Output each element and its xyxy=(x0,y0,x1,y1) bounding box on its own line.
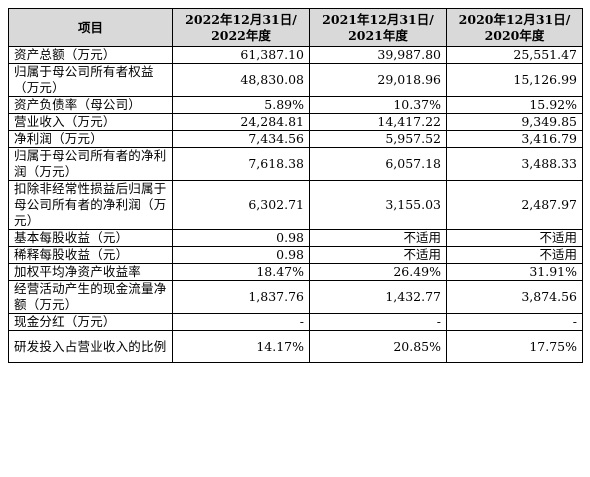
value-2020: 15.92% xyxy=(446,96,583,114)
value-2020: 2,487.97 xyxy=(446,180,583,230)
value-2021: 1,432.77 xyxy=(309,280,447,314)
value-2020: 31.91% xyxy=(446,263,583,281)
table-row: 经营活动产生的现金流量净额（万元） 1,837.76 1,432.77 3,87… xyxy=(8,280,583,314)
row-label: 资产负债率（母公司） xyxy=(8,96,173,114)
header-2022: 2022年12月31日/2022年度 xyxy=(172,8,310,47)
header-item: 项目 xyxy=(8,8,173,47)
value-2022: 18.47% xyxy=(172,263,310,281)
value-2022: 5.89% xyxy=(172,96,310,114)
value-2021: 39,987.80 xyxy=(309,46,447,64)
value-2022: 7,434.56 xyxy=(172,130,310,148)
row-label: 经营活动产生的现金流量净额（万元） xyxy=(8,280,173,314)
table-row: 营业收入（万元） 24,284.81 14,417.22 9,349.85 xyxy=(8,113,583,131)
row-label: 加权平均净资产收益率 xyxy=(8,263,173,281)
value-2020: 17.75% xyxy=(446,330,583,363)
value-2022: 24,284.81 xyxy=(172,113,310,131)
row-label: 营业收入（万元） xyxy=(8,113,173,131)
value-2021: 3,155.03 xyxy=(309,180,447,230)
table-row: 研发投入占营业收入的比例 14.17% 20.85% 17.75% xyxy=(8,330,583,363)
value-2020: 9,349.85 xyxy=(446,113,583,131)
value-2021: 14,417.22 xyxy=(309,113,447,131)
value-2022: 6,302.71 xyxy=(172,180,310,230)
value-2021: 不适用 xyxy=(309,246,447,264)
value-2022: - xyxy=(172,313,310,331)
row-label: 现金分红（万元） xyxy=(8,313,173,331)
row-label: 稀释每股收益（元） xyxy=(8,246,173,264)
row-label: 基本每股收益（元） xyxy=(8,229,173,247)
table-row: 归属于母公司所有者权益（万元） 48,830.08 29,018.96 15,1… xyxy=(8,63,583,97)
value-2020: 15,126.99 xyxy=(446,63,583,97)
value-2021: 10.37% xyxy=(309,96,447,114)
value-2020: 3,488.33 xyxy=(446,147,583,181)
table-row: 加权平均净资产收益率 18.47% 26.49% 31.91% xyxy=(8,263,583,281)
value-2021: 不适用 xyxy=(309,229,447,247)
header-2021: 2021年12月31日/2021年度 xyxy=(309,8,447,47)
financial-summary-table: 项目 2022年12月31日/2022年度 2021年12月31日/2021年度… xyxy=(8,8,583,363)
value-2021: 6,057.18 xyxy=(309,147,447,181)
table-row: 扣除非经常性损益后归属于母公司所有者的净利润（万元） 6,302.71 3,15… xyxy=(8,180,583,230)
table-row: 资产总额（万元） 61,387.10 39,987.80 25,551.47 xyxy=(8,46,583,64)
value-2022: 14.17% xyxy=(172,330,310,363)
table-row: 稀释每股收益（元） 0.98 不适用 不适用 xyxy=(8,246,583,264)
header-2020: 2020年12月31日/2020年度 xyxy=(446,8,583,47)
row-label: 扣除非经常性损益后归属于母公司所有者的净利润（万元） xyxy=(8,180,173,230)
value-2020: 不适用 xyxy=(446,229,583,247)
value-2021: 20.85% xyxy=(309,330,447,363)
value-2021: 29,018.96 xyxy=(309,63,447,97)
row-label: 归属于母公司所有者权益（万元） xyxy=(8,63,173,97)
table-header-row: 项目 2022年12月31日/2022年度 2021年12月31日/2021年度… xyxy=(8,8,583,47)
row-label: 归属于母公司所有者的净利润（万元） xyxy=(8,147,173,181)
value-2020: 25,551.47 xyxy=(446,46,583,64)
table-row: 现金分红（万元） - - - xyxy=(8,313,583,331)
value-2022: 7,618.38 xyxy=(172,147,310,181)
value-2022: 0.98 xyxy=(172,229,310,247)
table-row: 归属于母公司所有者的净利润（万元） 7,618.38 6,057.18 3,48… xyxy=(8,147,583,181)
table-row: 基本每股收益（元） 0.98 不适用 不适用 xyxy=(8,229,583,247)
value-2020: 3,416.79 xyxy=(446,130,583,148)
value-2022: 61,387.10 xyxy=(172,46,310,64)
value-2022: 0.98 xyxy=(172,246,310,264)
row-label: 净利润（万元） xyxy=(8,130,173,148)
value-2021: 5,957.52 xyxy=(309,130,447,148)
row-label: 资产总额（万元） xyxy=(8,46,173,64)
value-2022: 48,830.08 xyxy=(172,63,310,97)
value-2020: 3,874.56 xyxy=(446,280,583,314)
table-row: 净利润（万元） 7,434.56 5,957.52 3,416.79 xyxy=(8,130,583,148)
value-2020: 不适用 xyxy=(446,246,583,264)
value-2020: - xyxy=(446,313,583,331)
value-2021: - xyxy=(309,313,447,331)
row-label: 研发投入占营业收入的比例 xyxy=(8,330,173,363)
value-2021: 26.49% xyxy=(309,263,447,281)
table-row: 资产负债率（母公司） 5.89% 10.37% 15.92% xyxy=(8,96,583,114)
value-2022: 1,837.76 xyxy=(172,280,310,314)
